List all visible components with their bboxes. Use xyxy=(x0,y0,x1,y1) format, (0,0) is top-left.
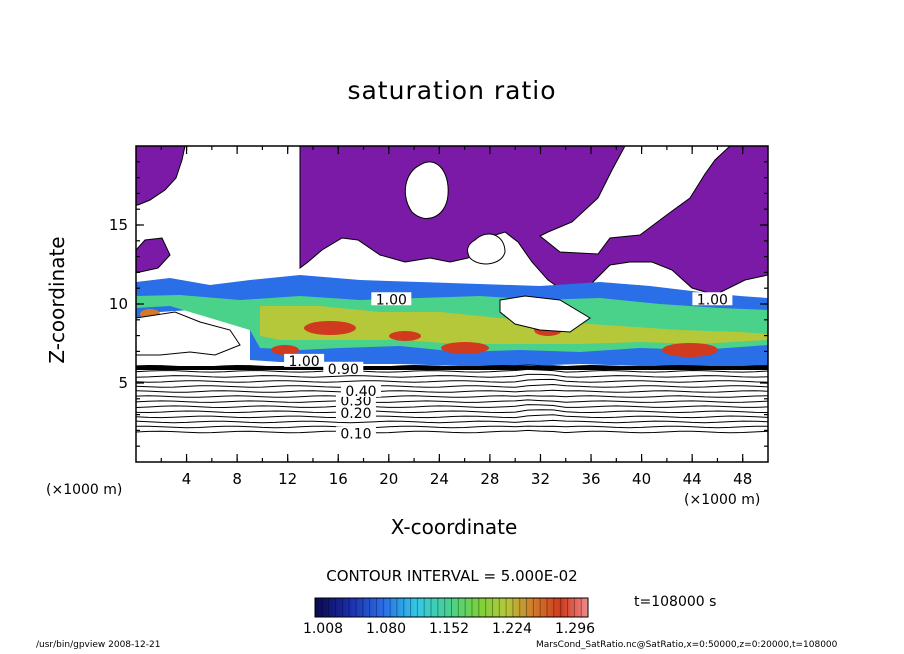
contour-value-label: 0.30 xyxy=(340,393,371,409)
contour-line xyxy=(136,373,768,378)
subsat-hole xyxy=(467,233,506,265)
contour-label-bg xyxy=(323,361,364,375)
contour-value-label: 1.00 xyxy=(289,354,320,370)
x-tick-label: 40 xyxy=(632,470,652,488)
x-tick-label: 8 xyxy=(232,470,242,488)
x-axis-label: X-coordinate xyxy=(390,515,518,539)
contour-line xyxy=(136,399,768,403)
contour-value-label: 1.00 xyxy=(697,292,728,308)
contour-label-bg xyxy=(335,406,376,420)
dense-contour-band xyxy=(136,366,768,370)
x-tick-label: 4 xyxy=(181,470,192,488)
colorbar-tick-label: 1.008 xyxy=(302,621,344,637)
time-label: t=108000 s xyxy=(634,594,717,610)
subsat-hole xyxy=(136,311,241,356)
contour-line xyxy=(136,389,768,393)
contour-line xyxy=(136,368,768,373)
contour-interval-label: CONTOUR INTERVAL = 5.000E-02 xyxy=(326,567,578,585)
x-tick-label: 36 xyxy=(581,470,601,488)
cloud-core xyxy=(389,331,421,341)
x-tick-label: 12 xyxy=(278,470,298,488)
contour-line xyxy=(136,419,768,424)
x-tick-label: 44 xyxy=(682,470,702,488)
footer-left: /usr/bin/gpview 2008-12-21 xyxy=(36,640,161,650)
contour-value-label: 0.10 xyxy=(340,427,371,443)
contour-label-bg xyxy=(692,292,733,306)
cloud-core xyxy=(441,342,489,354)
cloud-core xyxy=(271,345,299,355)
colorbar-tick-label: 1.152 xyxy=(428,621,470,637)
colorbar-tick-label: 1.296 xyxy=(554,621,596,637)
colorbar-tick-label: 1.080 xyxy=(365,621,407,637)
contour-line xyxy=(136,404,768,409)
x-tick-label: 16 xyxy=(328,470,348,488)
cloud-core xyxy=(304,321,356,335)
cloud-band-yellow xyxy=(260,306,768,344)
axis-ticks xyxy=(136,146,768,462)
contour-line xyxy=(136,429,768,434)
x-unit-label-right: (×1000 m) xyxy=(684,492,761,508)
contour-line xyxy=(136,395,768,398)
chart-title: saturation ratio xyxy=(347,76,557,105)
x-tick-label: 32 xyxy=(530,470,551,488)
contour-value-label: 0.40 xyxy=(345,384,376,400)
contour-label-bg xyxy=(335,426,376,440)
y-tick-label: 15 xyxy=(108,216,128,234)
y-tick-label: 10 xyxy=(108,295,128,313)
colorbar-tick-label: 1.224 xyxy=(491,621,533,637)
contour-lines xyxy=(136,364,768,434)
contour-line xyxy=(136,425,768,429)
colorbar xyxy=(314,597,589,618)
field-layer: 0.10 0.200.300.40 0.90 1.00 1.00 1.00 xyxy=(136,146,768,443)
contour-value-label: 1.00 xyxy=(376,292,407,308)
contour-line xyxy=(136,378,768,383)
cloud-core xyxy=(662,343,718,357)
y-axis-label: Z-coordinate xyxy=(45,236,69,364)
contour-value-label: 0.20 xyxy=(340,406,371,422)
contour-label-bg xyxy=(371,292,412,306)
x-tick-label: 24 xyxy=(429,470,449,488)
contour-label-bg xyxy=(284,353,325,367)
contour-value-label: 0.90 xyxy=(328,362,359,378)
colorbar-levels xyxy=(321,598,582,617)
x-tick-label: 20 xyxy=(379,470,399,488)
contour-label-bg xyxy=(340,383,381,397)
x-unit-label: (×1000 m) xyxy=(46,482,123,498)
supersat-region xyxy=(136,146,768,296)
subsat-hole xyxy=(499,295,591,333)
x-tick-label: 28 xyxy=(480,470,500,488)
contour-line xyxy=(136,383,768,388)
subsat-hole xyxy=(404,161,449,219)
contour-line xyxy=(136,409,768,414)
contour-line xyxy=(136,414,768,419)
y-tick-label: 5 xyxy=(118,374,128,392)
x-tick-label: 48 xyxy=(733,470,753,488)
footer-right: MarsCond_SatRatio.nc@SatRatio,x=0:50000,… xyxy=(536,640,838,650)
